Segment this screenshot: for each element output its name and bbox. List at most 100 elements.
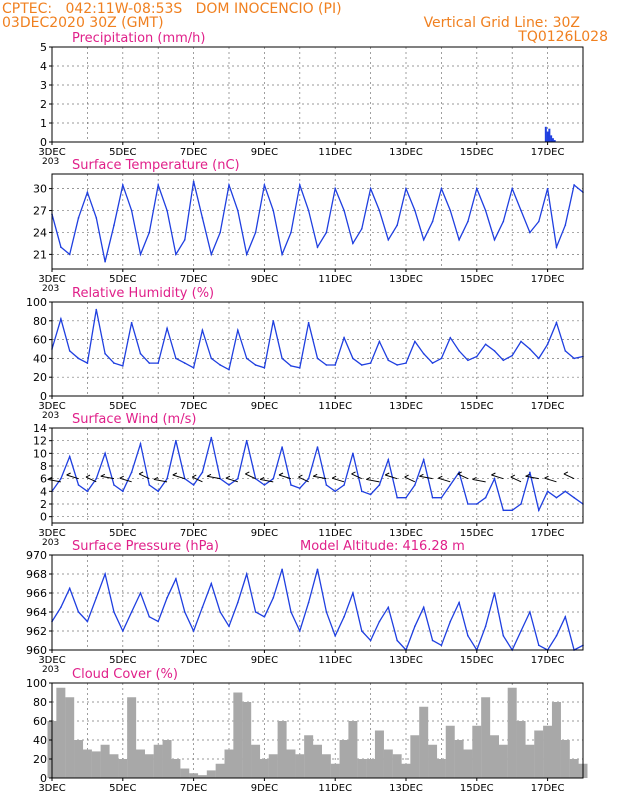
data-point-29 <box>299 367 301 369</box>
wind-arrow-head <box>191 474 197 478</box>
data-point-8 <box>113 224 115 226</box>
wind-arrow-head <box>85 474 91 478</box>
data-point-8 <box>113 362 115 364</box>
wind-arrow <box>544 477 557 483</box>
data-point-54 <box>520 503 522 505</box>
data-point-6 <box>95 217 98 219</box>
y-tick-label: 4 <box>40 60 47 73</box>
data-point-58 <box>555 246 558 248</box>
data-point-39 <box>387 458 390 461</box>
x-tick-label: 9DEC <box>251 147 278 158</box>
data-point-16 <box>183 238 186 241</box>
data-point-58 <box>555 496 558 499</box>
data-point-48 <box>467 359 469 362</box>
data-point-23 <box>245 439 248 442</box>
data-point-15 <box>175 439 177 442</box>
wind-arrow-head <box>525 473 530 477</box>
data-point-29 <box>299 630 301 632</box>
series-line <box>51 569 584 652</box>
bar-11 <box>136 749 145 778</box>
data-point-2 <box>60 477 62 480</box>
data-point-31 <box>316 246 319 248</box>
plot-frame <box>51 682 584 779</box>
data-point-22 <box>237 329 239 332</box>
data-point-12 <box>148 231 151 234</box>
data-point-42 <box>414 625 416 628</box>
wind-arrow-head <box>366 476 371 480</box>
data-point-9 <box>122 365 124 367</box>
wind-arrow <box>313 475 327 480</box>
data-point-51 <box>493 592 496 594</box>
bar-3 <box>65 697 75 778</box>
data-point-35 <box>352 592 354 594</box>
data-point-54 <box>520 209 522 212</box>
data-point-59 <box>564 615 567 618</box>
data-point-20 <box>219 611 221 613</box>
bar-10 <box>127 697 137 778</box>
data-point-25 <box>263 615 266 618</box>
bar-49 <box>472 725 482 778</box>
data-point-14 <box>166 327 168 330</box>
panel-title: Cloud Cover (%) <box>72 667 178 682</box>
data-point-28 <box>290 484 292 486</box>
wind-arrow-head <box>206 473 212 477</box>
wind-arrow-head <box>491 472 496 476</box>
data-point-49 <box>476 503 478 505</box>
bar-6 <box>553 140 556 142</box>
bar-59 <box>560 740 570 778</box>
y-tick-label: 60 <box>33 715 47 728</box>
bar-39 <box>383 749 393 778</box>
wind-arrow <box>138 473 150 480</box>
data-point-12 <box>148 615 151 618</box>
data-point-17 <box>192 367 195 369</box>
series-line <box>51 437 584 513</box>
wind-arrow-head <box>544 475 549 479</box>
x-tick-label: 3DEC <box>38 783 65 794</box>
data-point-24 <box>254 231 257 234</box>
x-tick-label: 17DEC <box>531 655 565 666</box>
data-point-50 <box>484 209 487 212</box>
wind-arrow-head <box>100 473 106 477</box>
y-tick-label: 0 <box>40 511 47 524</box>
data-point-26 <box>272 596 275 599</box>
data-point-27 <box>281 357 283 360</box>
y-tick-label: 966 <box>26 587 47 600</box>
data-point-45 <box>440 496 443 499</box>
wind-arrow-head <box>119 475 124 479</box>
data-point-56 <box>537 644 540 647</box>
data-point-34 <box>343 615 345 618</box>
data-point-30 <box>307 209 310 212</box>
panel-title: Relative Humidity (%) <box>72 286 214 301</box>
data-point-18 <box>201 329 204 332</box>
wind-arrow-head <box>153 476 159 480</box>
data-point-25 <box>263 484 266 486</box>
data-point-3 <box>68 455 71 458</box>
panel-4 <box>47 427 584 526</box>
bar-50 <box>481 697 491 778</box>
x-tick-label: 9DEC <box>251 274 278 285</box>
data-point-42 <box>414 209 416 212</box>
data-point-53 <box>511 187 513 190</box>
y-tick-label: 0 <box>40 136 47 149</box>
data-point-36 <box>360 630 363 632</box>
data-point-3 <box>68 253 71 256</box>
bar-30 <box>304 735 314 778</box>
data-point-13 <box>157 620 159 623</box>
data-point-11 <box>139 592 142 594</box>
wind-arrow <box>260 478 274 483</box>
bar-54 <box>516 721 526 778</box>
data-point-51 <box>493 350 496 352</box>
y-tick-label: 4 <box>40 485 47 498</box>
bar-33 <box>330 763 340 778</box>
data-point-15 <box>175 253 177 256</box>
panel-5 <box>49 554 584 653</box>
data-point-56 <box>537 357 540 360</box>
x-tick-label: 7DEC <box>180 401 207 412</box>
data-point-14 <box>166 209 168 212</box>
data-point-55 <box>529 471 531 474</box>
data-point-8 <box>113 611 115 613</box>
wind-arrow <box>245 473 256 480</box>
data-point-51 <box>493 477 496 480</box>
x-year-label: 203 <box>42 157 59 167</box>
header-grid-note: Vertical Grid Line: 30Z <box>423 15 580 31</box>
